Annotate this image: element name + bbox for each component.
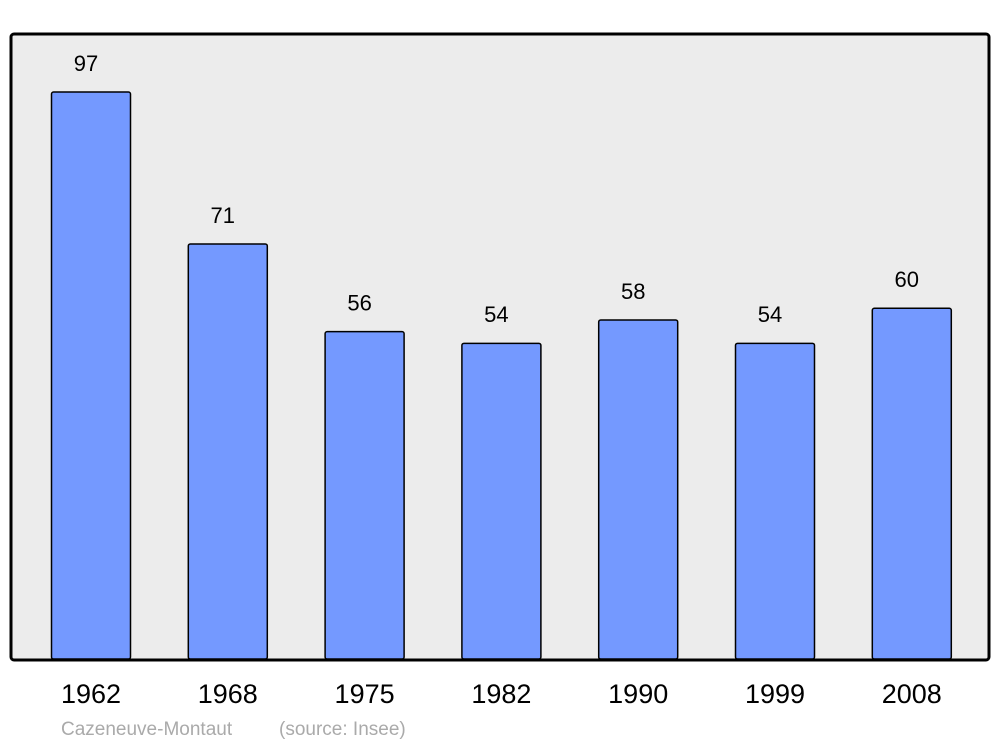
bar — [461, 342, 542, 660]
value-label: 56 — [347, 290, 371, 315]
chart-title: Cazeneuve-Montaut — [61, 719, 233, 740]
bar — [50, 91, 132, 660]
value-label: 60 — [895, 267, 919, 292]
value-label: 97 — [74, 51, 98, 76]
value-label: 54 — [484, 302, 508, 327]
x-tick-label: 1968 — [198, 679, 258, 709]
value-label: 71 — [211, 203, 235, 228]
value-label: 54 — [758, 302, 782, 327]
source-note: (source: Insee) — [279, 719, 406, 740]
x-tick-label: 1982 — [471, 679, 531, 709]
value-label: 58 — [621, 279, 645, 304]
x-tick-label: 1962 — [61, 679, 121, 709]
bar — [597, 319, 679, 660]
bar — [871, 307, 953, 660]
bar — [324, 330, 405, 660]
x-tick-label: 2008 — [882, 679, 942, 709]
bar — [734, 342, 816, 660]
x-tick-label: 1990 — [608, 679, 668, 709]
bar — [187, 243, 269, 660]
x-tick-label: 1999 — [745, 679, 805, 709]
x-tick-label: 1975 — [335, 679, 395, 709]
